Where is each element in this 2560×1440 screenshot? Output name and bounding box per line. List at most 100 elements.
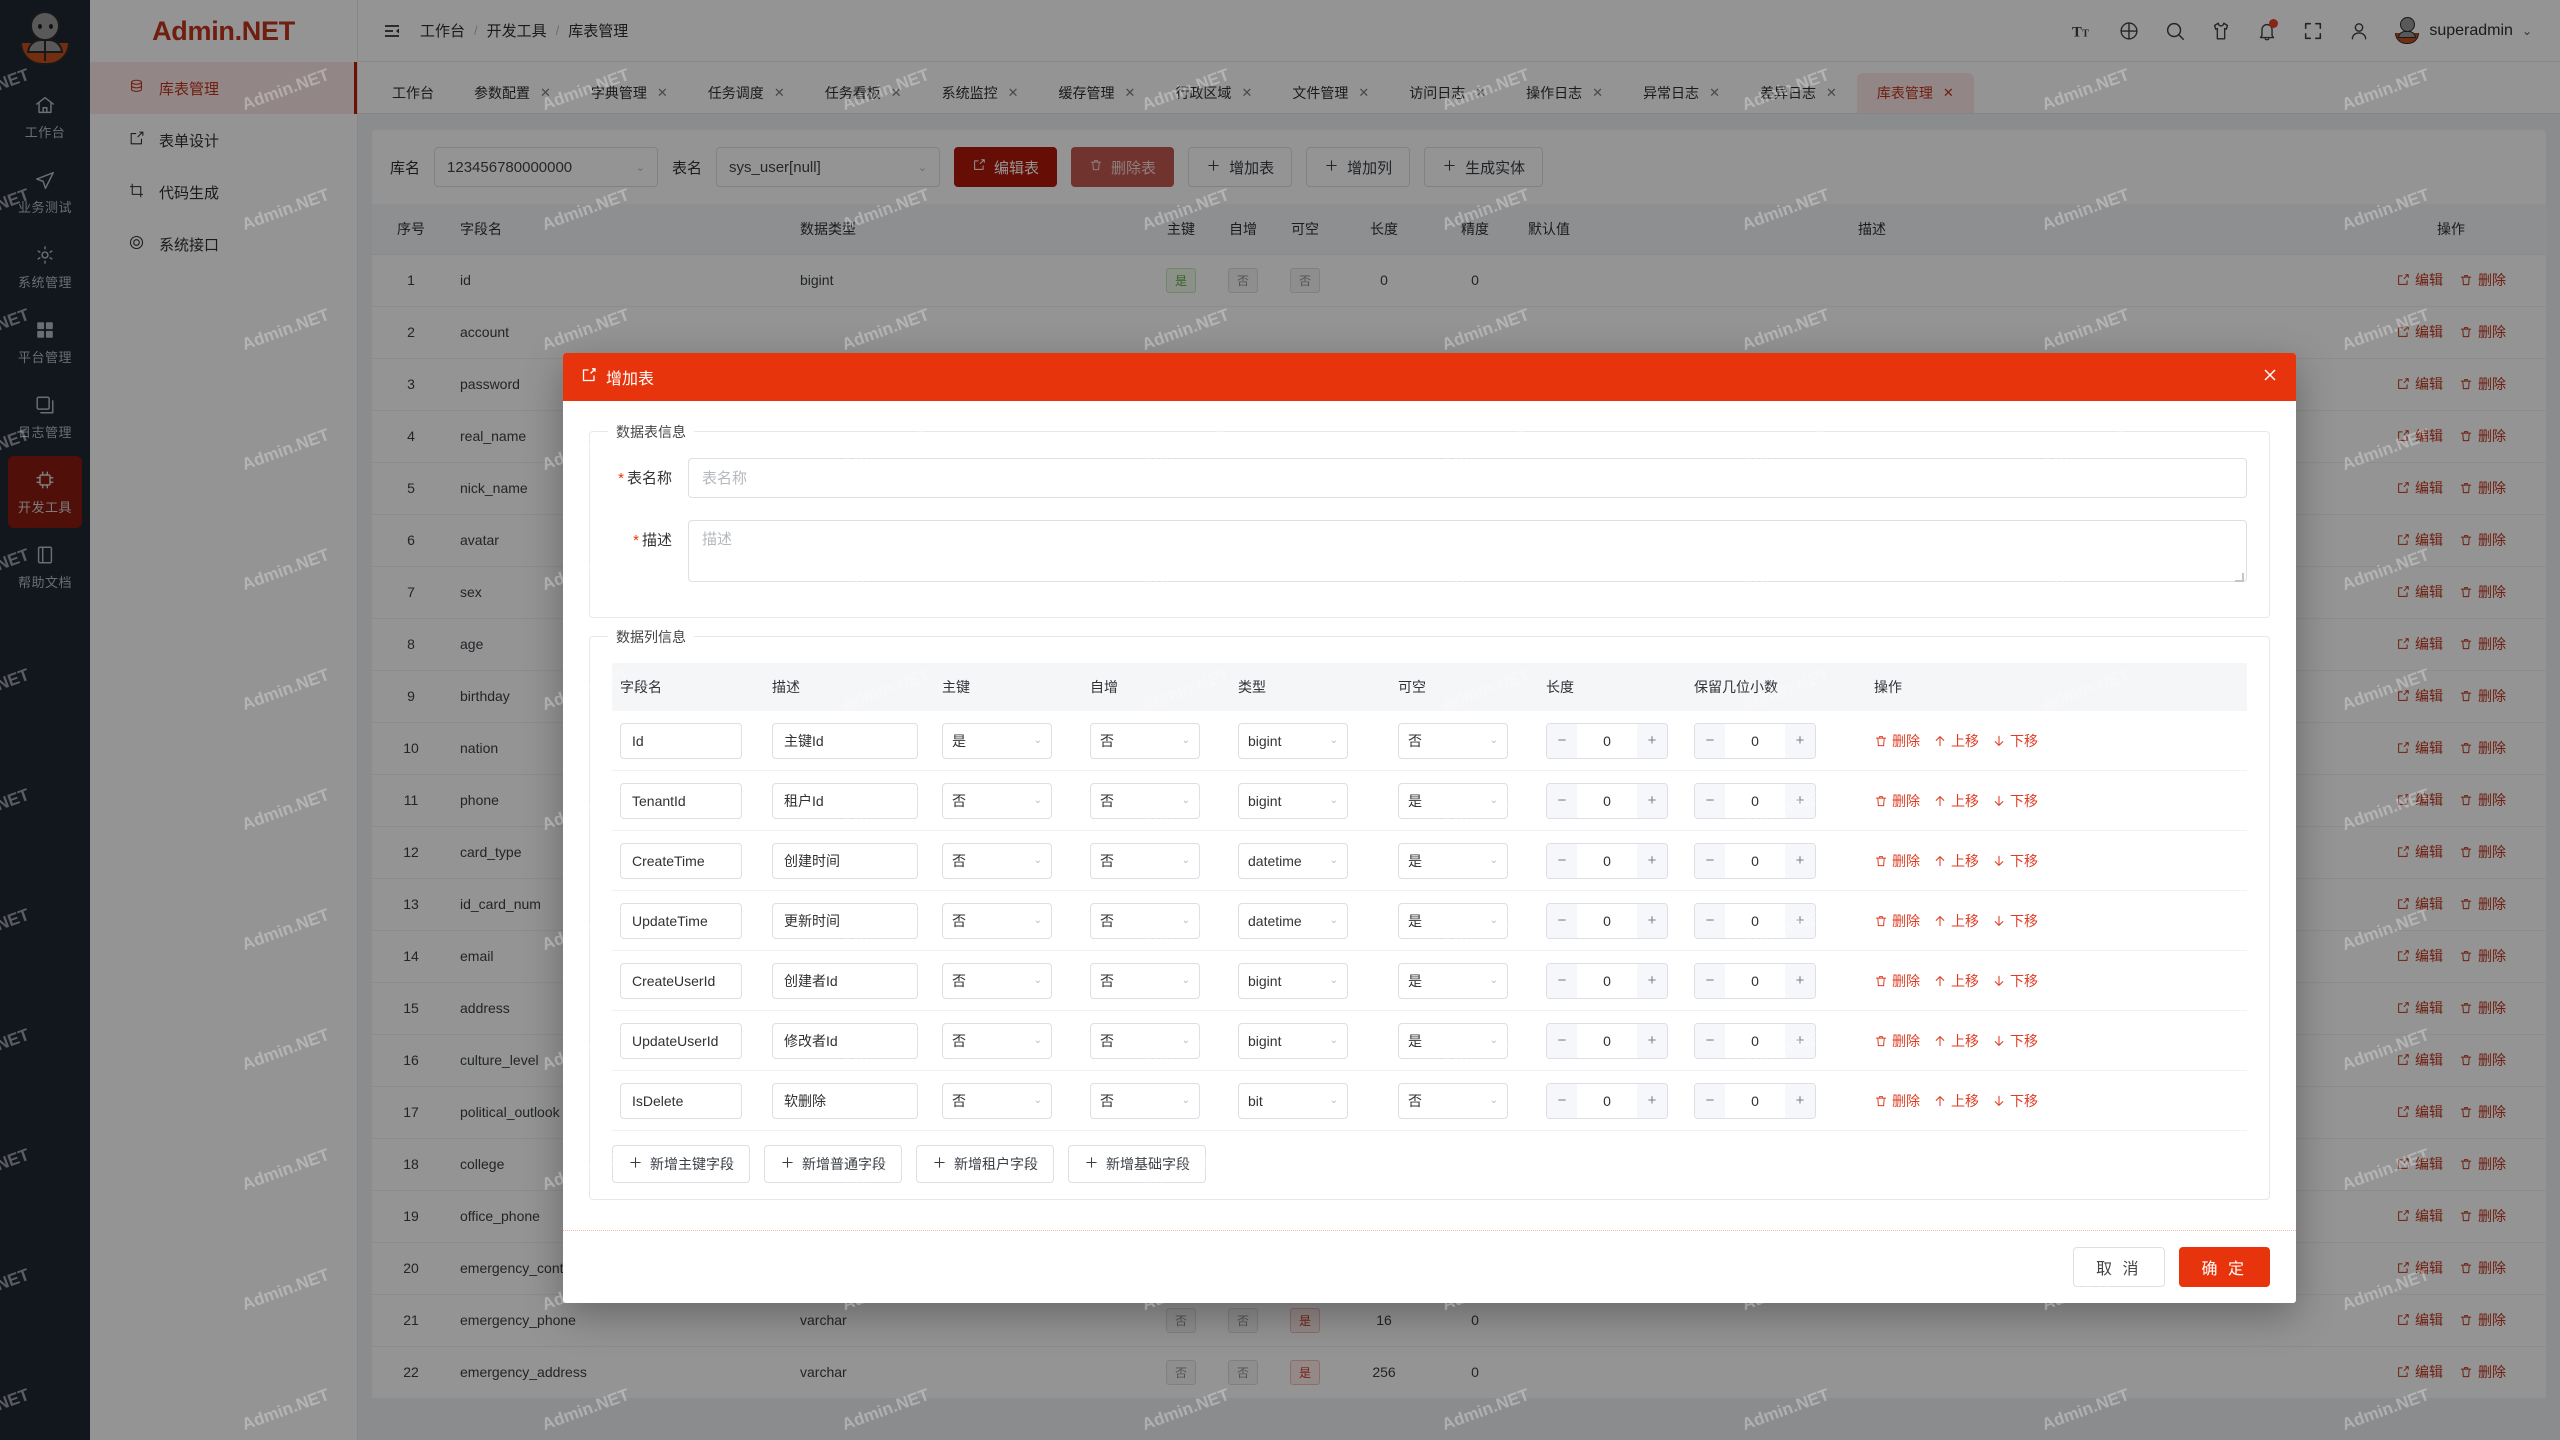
col-length-stepper-value[interactable]: 0 <box>1603 1092 1611 1109</box>
close-icon[interactable] <box>2262 367 2278 388</box>
toolbar-button-3[interactable]: 增加表 <box>1188 147 1293 187</box>
col-length-stepper-minus[interactable]: − <box>1547 903 1577 938</box>
col-autoincrement-select[interactable]: 否 ⌄ <box>1090 722 1200 759</box>
col-length-stepper-plus[interactable]: + <box>1637 843 1667 878</box>
col-decimal-stepper-plus[interactable]: + <box>1785 963 1815 998</box>
textarea-resize-handle[interactable] <box>2235 573 2244 582</box>
row-action-编辑[interactable]: 编辑 <box>2396 686 2443 706</box>
sidebar-item-2[interactable]: 表单设计 <box>90 114 357 166</box>
col-decimal-stepper[interactable]: − 0 + <box>1694 962 1816 999</box>
row-action-编辑[interactable]: 编辑 <box>2396 790 2443 810</box>
tab-5[interactable]: 任务看板 ✕ <box>805 73 922 113</box>
search-icon[interactable] <box>2152 8 2198 54</box>
col-length-stepper-minus[interactable]: − <box>1547 843 1577 878</box>
col-type-select[interactable]: bigint ⌄ <box>1238 782 1348 819</box>
col-field-input[interactable] <box>620 782 742 819</box>
row-action-删除[interactable]: 删除 <box>2459 270 2506 290</box>
col-decimal-stepper[interactable]: − 0 + <box>1694 1022 1816 1059</box>
col-field-input[interactable] <box>620 1022 742 1059</box>
row-action-删除[interactable]: 删除 <box>2459 374 2506 394</box>
col-op-删除[interactable]: 删除 <box>1874 1031 1920 1051</box>
row-action-编辑[interactable]: 编辑 <box>2396 322 2443 342</box>
tab-close-icon[interactable]: ✕ <box>540 85 551 100</box>
row-action-删除[interactable]: 删除 <box>2459 1102 2506 1122</box>
col-decimal-stepper-plus[interactable]: + <box>1785 783 1815 818</box>
col-length-stepper-plus[interactable]: + <box>1637 1083 1667 1118</box>
breadcrumb-item-1[interactable]: 工作台 <box>420 23 466 40</box>
row-action-编辑[interactable]: 编辑 <box>2396 582 2443 602</box>
col-length-stepper[interactable]: − 0 + <box>1546 1022 1668 1059</box>
add-field-button-1[interactable]: 新增主键字段 <box>612 1145 750 1183</box>
col-length-stepper-value[interactable]: 0 <box>1603 732 1611 749</box>
rail-item-5[interactable]: 日志管理 <box>8 381 82 453</box>
col-pk-select[interactable]: 否 ⌄ <box>942 842 1052 879</box>
rail-item-4[interactable]: 平台管理 <box>8 306 82 378</box>
col-decimal-stepper-minus[interactable]: − <box>1695 963 1725 998</box>
col-desc-input[interactable] <box>772 722 918 759</box>
breadcrumb-item-3[interactable]: 库表管理 <box>568 23 629 40</box>
col-op-下移[interactable]: 下移 <box>1992 851 2038 871</box>
row-action-编辑[interactable]: 编辑 <box>2396 1154 2443 1174</box>
col-decimal-stepper-value[interactable]: 0 <box>1751 912 1759 929</box>
col-length-stepper-minus[interactable]: − <box>1547 783 1577 818</box>
row-action-编辑[interactable]: 编辑 <box>2396 842 2443 862</box>
col-desc-input[interactable] <box>772 1082 918 1119</box>
row-action-删除[interactable]: 删除 <box>2459 946 2506 966</box>
col-length-stepper-plus[interactable]: + <box>1637 783 1667 818</box>
col-decimal-stepper-value[interactable]: 0 <box>1751 972 1759 989</box>
col-decimal-stepper-value[interactable]: 0 <box>1751 852 1759 869</box>
db-select[interactable]: 123456780000000 ⌄ <box>434 147 659 187</box>
tab-9[interactable]: 文件管理 ✕ <box>1272 73 1389 113</box>
tab-close-icon[interactable]: ✕ <box>773 85 785 100</box>
rail-item-6[interactable]: 开发工具 <box>8 456 82 528</box>
col-pk-select[interactable]: 否 ⌄ <box>942 962 1052 999</box>
col-length-stepper-value[interactable]: 0 <box>1603 912 1611 929</box>
add-field-button-2[interactable]: 新增普通字段 <box>764 1145 902 1183</box>
col-op-下移[interactable]: 下移 <box>1992 1091 2038 1111</box>
col-nullable-select[interactable]: 否 ⌄ <box>1398 1082 1508 1119</box>
col-op-删除[interactable]: 删除 <box>1874 971 1920 991</box>
col-type-select[interactable]: datetime ⌄ <box>1238 842 1348 879</box>
user-icon[interactable] <box>2336 8 2382 54</box>
col-pk-select[interactable]: 否 ⌄ <box>942 782 1052 819</box>
table-row[interactable]: 1 id bigint 是 否 否 0 0 编辑 删除 <box>372 254 2546 307</box>
col-decimal-stepper-value[interactable]: 0 <box>1751 1092 1759 1109</box>
tab-8[interactable]: 行政区域 ✕ <box>1155 73 1272 113</box>
row-action-删除[interactable]: 删除 <box>2459 998 2506 1018</box>
row-action-删除[interactable]: 删除 <box>2459 1258 2506 1278</box>
tab-close-icon[interactable]: ✕ <box>1358 85 1370 100</box>
col-type-select[interactable]: bigint ⌄ <box>1238 722 1348 759</box>
row-action-删除[interactable]: 删除 <box>2459 426 2506 446</box>
tab-close-icon[interactable]: ✕ <box>1475 85 1487 100</box>
toolbar-button-4[interactable]: 增加列 <box>1306 147 1411 187</box>
col-op-删除[interactable]: 删除 <box>1874 791 1920 811</box>
col-length-stepper[interactable]: − 0 + <box>1546 902 1668 939</box>
col-decimal-stepper-minus[interactable]: − <box>1695 783 1725 818</box>
row-action-编辑[interactable]: 编辑 <box>2396 530 2443 550</box>
table-name-input[interactable] <box>688 458 2247 498</box>
tab-2[interactable]: 参数配置 ✕ <box>454 73 571 113</box>
sidebar-item-3[interactable]: 代码生成 <box>90 166 357 218</box>
rail-item-2[interactable]: 业务测试 <box>8 156 82 228</box>
col-pk-select[interactable]: 否 ⌄ <box>942 1082 1052 1119</box>
col-op-删除[interactable]: 删除 <box>1874 911 1920 931</box>
row-action-编辑[interactable]: 编辑 <box>2396 1102 2443 1122</box>
row-action-编辑[interactable]: 编辑 <box>2396 270 2443 290</box>
table-select[interactable]: sys_user[null] ⌄ <box>716 147 941 187</box>
col-decimal-stepper[interactable]: − 0 + <box>1694 722 1816 759</box>
breadcrumb-item-2[interactable]: 开发工具 <box>486 23 547 40</box>
row-action-删除[interactable]: 删除 <box>2459 478 2506 498</box>
col-length-stepper[interactable]: − 0 + <box>1546 1082 1668 1119</box>
cancel-button[interactable]: 取 消 <box>2073 1247 2165 1287</box>
col-nullable-select[interactable]: 是 ⌄ <box>1398 902 1508 939</box>
col-field-input[interactable] <box>620 902 742 939</box>
row-action-编辑[interactable]: 编辑 <box>2396 1206 2443 1226</box>
row-action-删除[interactable]: 删除 <box>2459 530 2506 550</box>
col-field-input[interactable] <box>620 1082 742 1119</box>
col-decimal-stepper-minus[interactable]: − <box>1695 723 1725 758</box>
col-decimal-stepper-plus[interactable]: + <box>1785 843 1815 878</box>
tab-11[interactable]: 操作日志 ✕ <box>1506 73 1623 113</box>
row-action-删除[interactable]: 删除 <box>2459 790 2506 810</box>
row-action-删除[interactable]: 删除 <box>2459 634 2506 654</box>
